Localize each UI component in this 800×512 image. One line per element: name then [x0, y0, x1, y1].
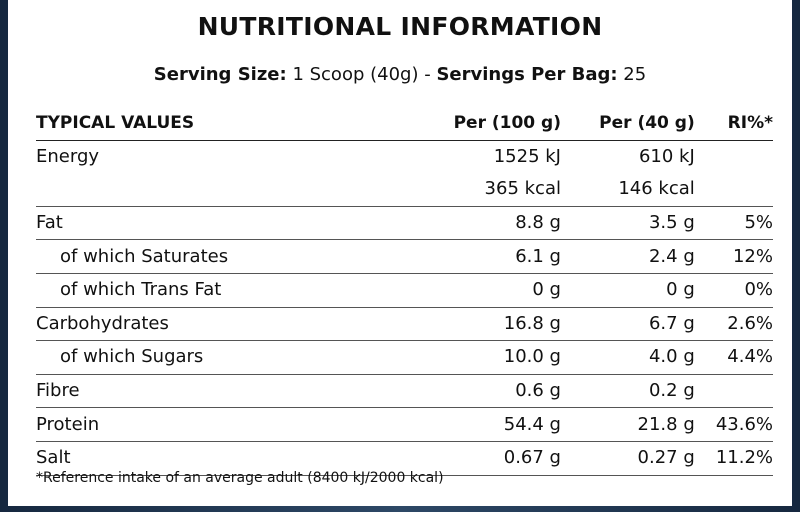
- row-ri: 11.2%: [715, 447, 773, 469]
- row-per40: 2.4 g: [648, 245, 695, 267]
- row-name: of which Trans Fat: [60, 279, 222, 301]
- row-ri: [695, 140, 773, 173]
- row-per100: 16.8 g: [503, 312, 561, 334]
- row-name: [36, 173, 405, 206]
- header-per-100g: Per (100 g): [453, 113, 561, 134]
- label-title: NUTRITIONAL INFORMATION: [197, 12, 603, 41]
- row-per40: 146 kcal: [618, 178, 695, 200]
- row-ri: 12%: [732, 245, 773, 267]
- row-per100: 8.8 g: [515, 212, 561, 234]
- table-row-trans-fat: of which Trans Fat 0 g 0 g 0%: [36, 273, 773, 307]
- servings-per-bag-value: 25: [617, 64, 647, 85]
- reference-intake-footnote: *Reference intake of an average adult (8…: [36, 470, 444, 486]
- row-per40: 4.0 g: [648, 346, 695, 368]
- row-ri: 43.6%: [715, 413, 773, 435]
- serving-info: Serving Size: 1 Scoop (40g) - Servings P…: [8, 64, 792, 85]
- row-ri: [695, 374, 773, 408]
- table-row-energy-kcal: 365 kcal 146 kcal: [36, 173, 773, 206]
- row-ri: 0%: [744, 279, 773, 301]
- row-name: Fibre: [36, 380, 80, 402]
- table-header-row: TYPICAL VALUES Per (100 g) Per (40 g) RI…: [36, 107, 773, 141]
- row-name: of which Saturates: [60, 245, 229, 267]
- serving-size-value: 1 Scoop (40g) -: [286, 64, 437, 85]
- row-per40: 0.2 g: [648, 380, 695, 402]
- row-per100: 6.1 g: [515, 245, 561, 267]
- table-row-carbohydrates: Carbohydrates 16.8 g 6.7 g 2.6%: [36, 307, 773, 341]
- table-row-protein: Protein 54.4 g 21.8 g 43.6%: [36, 407, 773, 442]
- header-ri: RI%*: [727, 113, 773, 134]
- row-per40: 610 kJ: [638, 145, 695, 167]
- row-per100: 10.0 g: [503, 346, 561, 368]
- nutrition-table: TYPICAL VALUES Per (100 g) Per (40 g) RI…: [36, 107, 773, 476]
- row-per40: 0 g: [666, 279, 695, 301]
- servings-per-bag-label: Servings Per Bag:: [436, 64, 618, 85]
- row-per100: 0.6 g: [515, 380, 561, 402]
- row-per100: 0.67 g: [503, 447, 561, 469]
- row-name: Energy: [36, 145, 100, 167]
- row-per100: 54.4 g: [503, 413, 561, 435]
- table-row-energy-kj: Energy 1525 kJ 610 kJ: [36, 140, 773, 173]
- nutrition-label-panel: NUTRITIONAL INFORMATION Serving Size: 1 …: [8, 0, 792, 506]
- row-ri: 4.4%: [727, 346, 773, 368]
- row-per100: 0 g: [532, 279, 561, 301]
- header-per-40g: Per (40 g): [599, 113, 695, 134]
- row-per40: 3.5 g: [648, 212, 695, 234]
- row-ri: 2.6%: [727, 312, 773, 334]
- header-typical-values: TYPICAL VALUES: [36, 113, 195, 134]
- row-per40: 0.27 g: [637, 447, 695, 469]
- row-per40: 21.8 g: [637, 413, 695, 435]
- table-row-sugars: of which Sugars 10.0 g 4.0 g 4.4%: [36, 340, 773, 375]
- table-row-fat: Fat 8.8 g 3.5 g 5%: [36, 206, 773, 240]
- row-per40: 6.7 g: [648, 312, 695, 334]
- row-ri: [695, 173, 773, 206]
- serving-size-label: Serving Size:: [153, 64, 287, 85]
- row-name: Fat: [36, 212, 63, 234]
- row-ri: 5%: [744, 212, 773, 234]
- table-row-fibre: Fibre 0.6 g 0.2 g: [36, 374, 773, 408]
- row-name: Carbohydrates: [36, 312, 169, 334]
- table-row-saturates: of which Saturates 6.1 g 2.4 g 12%: [36, 239, 773, 274]
- table-row-salt: Salt 0.67 g 0.27 g 11.2%: [36, 441, 773, 476]
- row-name: Salt: [36, 447, 71, 469]
- row-per100: 365 kcal: [484, 178, 561, 200]
- row-per100: 1525 kJ: [493, 145, 561, 167]
- row-name: Protein: [36, 413, 100, 435]
- row-name: of which Sugars: [60, 346, 204, 368]
